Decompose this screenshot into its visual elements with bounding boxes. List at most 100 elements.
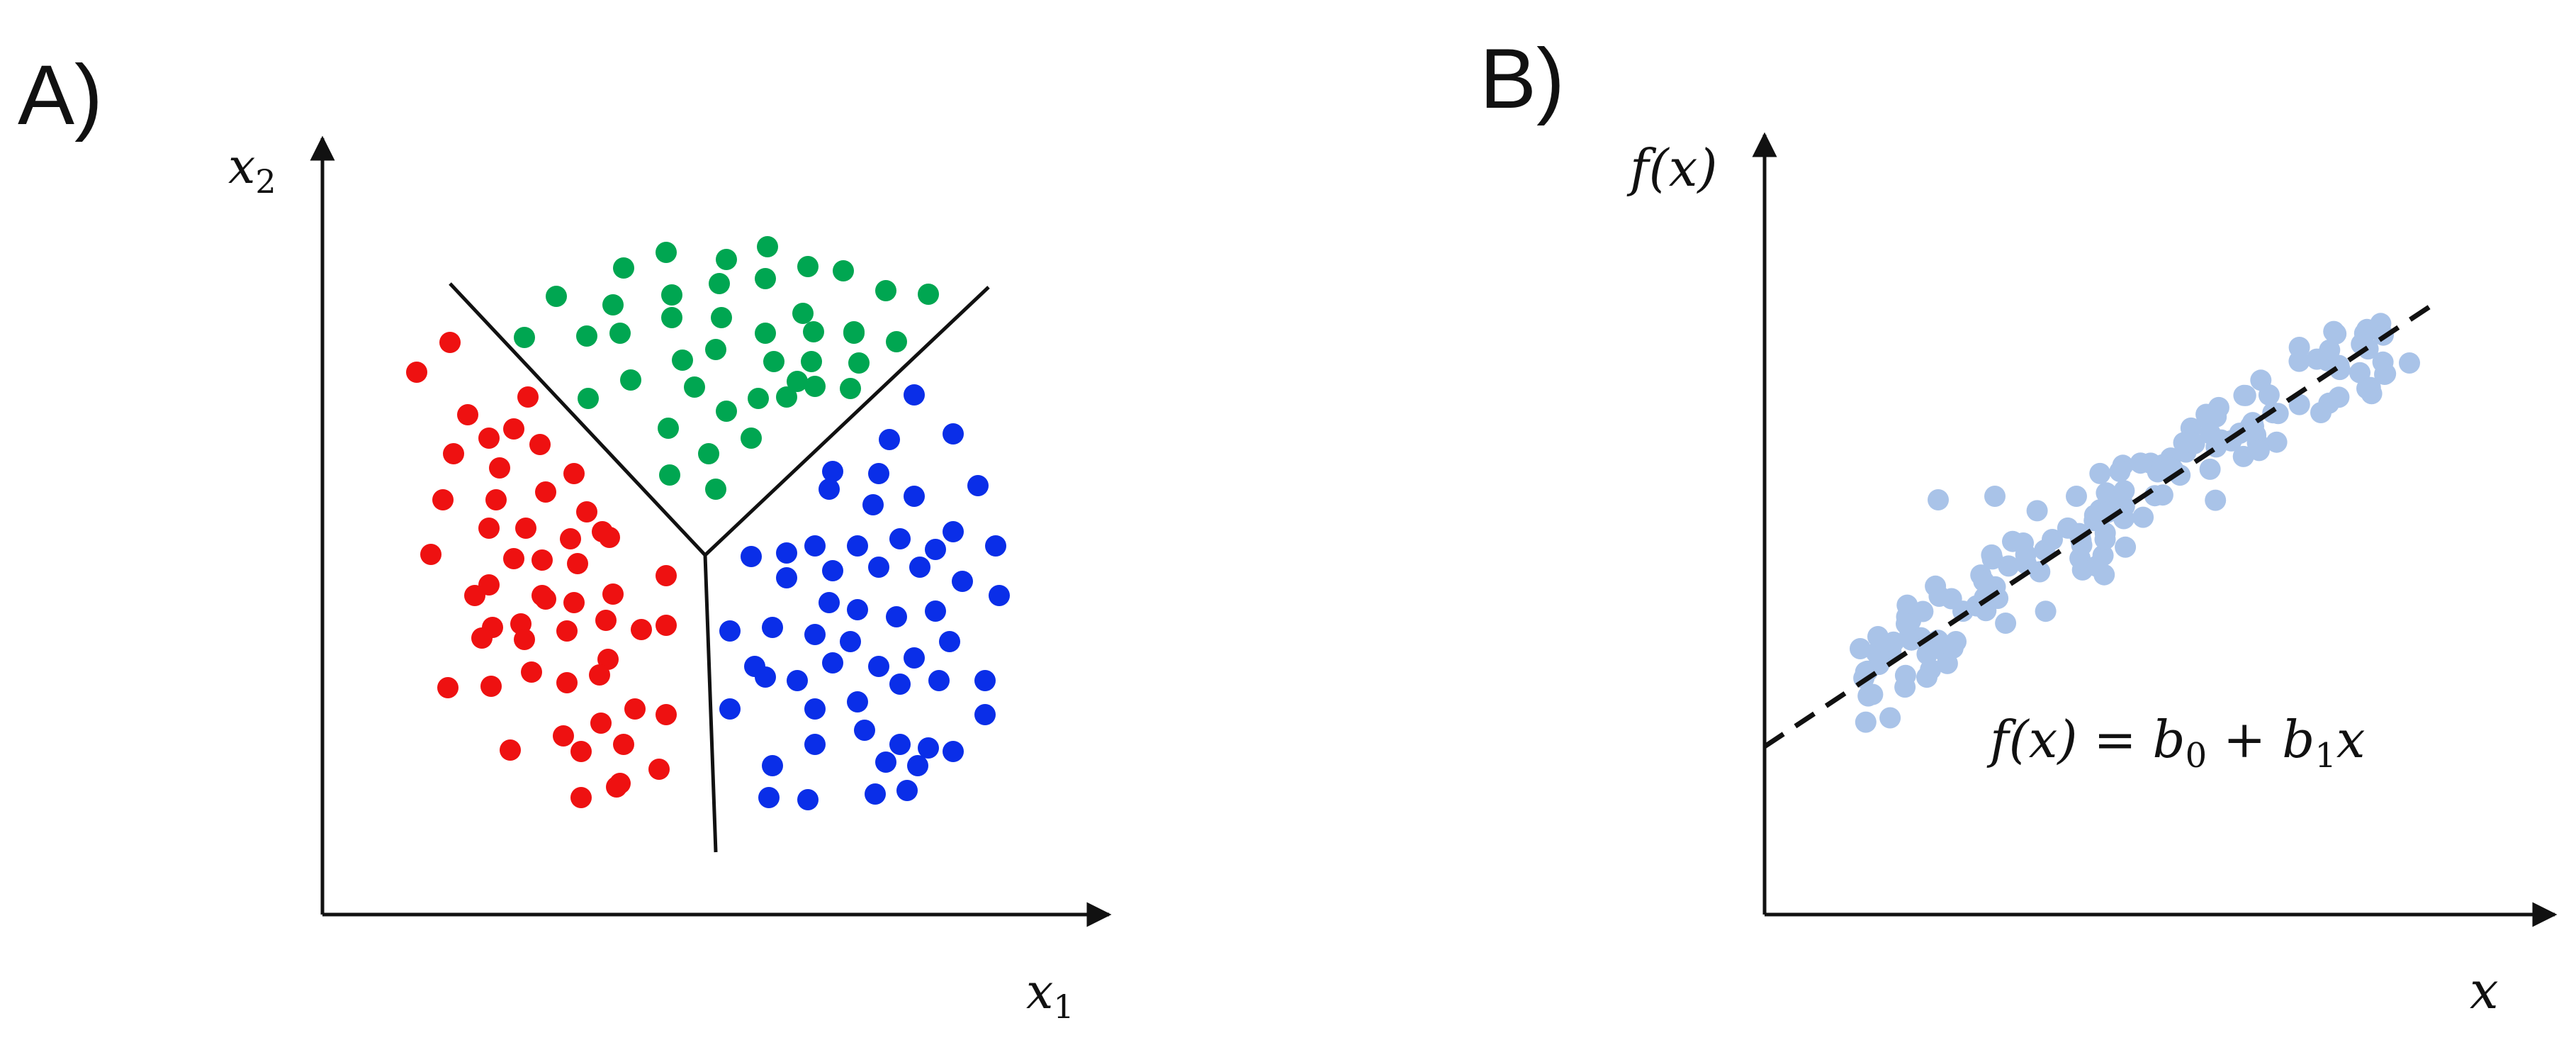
blue-point xyxy=(719,620,741,642)
panel-a-x-axis-label: x1 xyxy=(1026,964,1074,1026)
red-point xyxy=(535,588,556,610)
blue-point xyxy=(952,571,973,592)
green-point xyxy=(672,350,693,371)
green-point xyxy=(716,249,737,270)
regression-point xyxy=(2288,350,2310,372)
regression-point xyxy=(2130,452,2152,474)
green-point xyxy=(578,388,599,409)
regression-point xyxy=(2096,482,2117,504)
red-point xyxy=(478,518,500,539)
regression-point xyxy=(1879,707,1901,729)
red-point xyxy=(570,741,592,762)
regression-point xyxy=(2089,462,2111,484)
regression-point xyxy=(2152,484,2173,506)
green-point xyxy=(787,371,808,392)
panel-a-label: A) xyxy=(18,48,103,142)
green-point xyxy=(656,242,677,263)
blue-point xyxy=(819,479,840,500)
green-point xyxy=(658,418,679,439)
red-point xyxy=(602,583,624,605)
regression-point xyxy=(1896,613,1917,635)
blue-point xyxy=(943,423,964,445)
green-point xyxy=(833,260,854,281)
red-point xyxy=(556,620,578,642)
blue-point xyxy=(762,755,783,776)
blue-point xyxy=(918,737,939,759)
regression-point xyxy=(1850,638,1871,659)
red-point xyxy=(503,418,524,440)
red-point xyxy=(570,787,592,808)
green-point xyxy=(755,268,776,289)
red-point xyxy=(489,457,510,479)
blue-point xyxy=(974,704,996,725)
blue-point xyxy=(889,528,911,549)
regression-point xyxy=(1862,683,1884,705)
green-point xyxy=(840,378,861,399)
regression-point xyxy=(1855,711,1877,733)
blue-point xyxy=(847,691,868,712)
regression-point xyxy=(1995,613,2017,634)
regression-point xyxy=(2248,440,2270,462)
green-point xyxy=(803,321,824,342)
blue-point xyxy=(967,475,989,496)
blue-point xyxy=(758,787,780,808)
red-point xyxy=(563,463,585,484)
panel-b-label: B) xyxy=(1480,31,1565,126)
red-point xyxy=(503,548,524,569)
green-point xyxy=(659,464,680,486)
green-point xyxy=(748,388,769,409)
regression-point xyxy=(2319,339,2341,361)
regression-point xyxy=(2374,364,2395,385)
red-point xyxy=(535,481,556,503)
regression-point xyxy=(2329,359,2351,381)
regression-point xyxy=(2109,461,2131,482)
red-point xyxy=(457,404,478,425)
green-point xyxy=(705,339,726,360)
blue-point xyxy=(928,670,950,691)
red-point xyxy=(563,592,585,613)
regression-point xyxy=(2066,486,2087,507)
regression-point xyxy=(1984,486,2006,507)
green-point xyxy=(716,401,737,422)
red-point xyxy=(597,649,619,670)
red-point xyxy=(556,672,578,693)
blue-point xyxy=(904,384,925,406)
red-point xyxy=(521,661,542,683)
boundary-red-blue xyxy=(703,554,718,853)
red-point xyxy=(567,553,588,574)
red-point xyxy=(576,501,597,522)
regression-points xyxy=(1850,313,2420,733)
red-point xyxy=(590,712,612,734)
regression-point xyxy=(2266,431,2288,453)
regression-point xyxy=(1928,489,1949,510)
blue-point xyxy=(797,789,819,810)
green-point xyxy=(684,376,705,398)
green-point xyxy=(763,351,784,372)
blue-point xyxy=(862,494,884,515)
red-point xyxy=(613,734,634,755)
green-point xyxy=(875,280,896,301)
red-point xyxy=(471,627,493,649)
regression-line xyxy=(1763,299,2439,749)
green-point xyxy=(514,327,535,348)
red-point xyxy=(437,677,459,698)
regression-point xyxy=(2094,522,2116,544)
green-point xyxy=(918,284,939,305)
blue-point xyxy=(865,783,886,805)
regression-point xyxy=(2115,536,2137,558)
blue-point xyxy=(776,567,797,588)
blue-point xyxy=(822,652,843,674)
blue-point xyxy=(886,606,907,627)
blue-point xyxy=(868,557,889,578)
blue-point xyxy=(879,429,900,450)
green-point xyxy=(609,323,631,344)
blue-point xyxy=(889,734,911,755)
blue-point xyxy=(804,698,826,720)
regression-point xyxy=(2071,559,2093,581)
red-point xyxy=(624,698,646,720)
panel-a-y-axis-label: x2 xyxy=(228,139,276,201)
red-point xyxy=(439,332,461,353)
blue-point xyxy=(755,666,776,688)
regression-point xyxy=(1867,626,1889,647)
regression-point xyxy=(2183,432,2205,454)
